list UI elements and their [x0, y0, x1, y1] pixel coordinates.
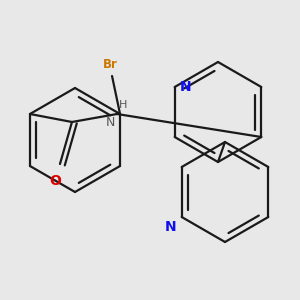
Text: N: N: [180, 80, 191, 94]
Text: O: O: [49, 174, 61, 188]
Text: N: N: [165, 220, 177, 234]
Text: N: N: [106, 116, 115, 129]
Text: Br: Br: [103, 58, 118, 71]
Text: H: H: [119, 100, 127, 110]
